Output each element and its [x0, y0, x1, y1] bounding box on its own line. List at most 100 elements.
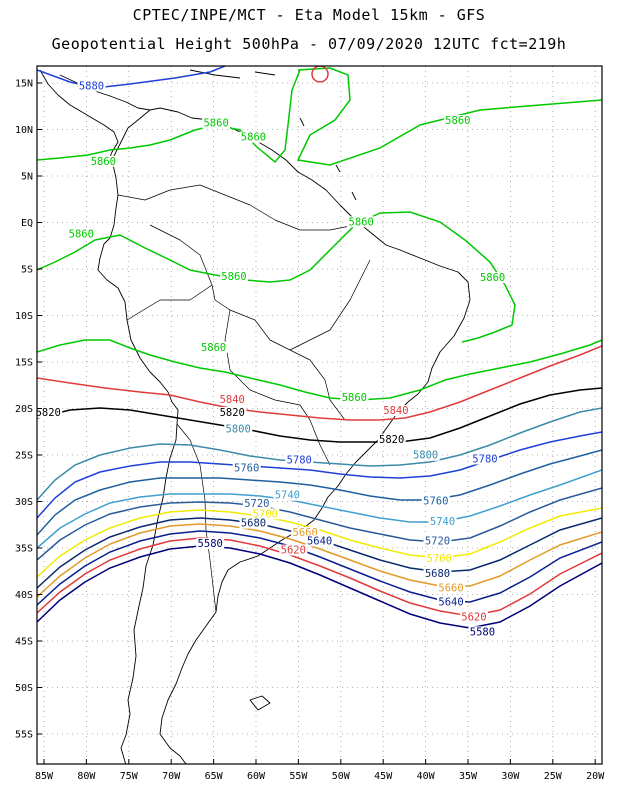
lat-label: 10S: [15, 311, 33, 322]
lat-label: 55S: [15, 730, 33, 741]
contour-label-bg: [67, 228, 96, 240]
lat-label: 45S: [15, 637, 33, 648]
contour-label: 5680: [241, 518, 266, 530]
contour-label: 5700: [253, 508, 278, 520]
contour-label: 5740: [275, 490, 300, 502]
contour-label-bg: [199, 341, 228, 353]
contour-5620: [37, 537, 602, 617]
lon-label: 30W: [501, 771, 520, 782]
lat-label: EQ: [21, 218, 33, 229]
contour-label-bg: [411, 449, 440, 461]
contour-label-bg: [219, 271, 248, 283]
contour-label-bg: [459, 611, 488, 623]
contour-label: 5860: [349, 216, 374, 228]
contour-label: 5860: [201, 342, 226, 354]
axis-ticks: 15N 10N 5N EQ 5S 10S 15S 20S 25S 30S 35S 40S 45S 50S 5…: [15, 79, 605, 783]
contour-5700: [37, 507, 602, 578]
lon-label: 20W: [586, 771, 605, 782]
lon-label: 45W: [374, 771, 393, 782]
contour-label: 5820: [36, 407, 61, 419]
contour-label: 5740: [430, 516, 455, 528]
lon-label: 50W: [332, 771, 351, 782]
contour-label-bg: [381, 405, 410, 417]
lon-label: 80W: [77, 771, 96, 782]
contour-5860-south: [37, 339, 602, 401]
contour-5720: [37, 487, 602, 561]
contour-label-bg: [232, 462, 261, 474]
lat-label: 25S: [15, 451, 33, 462]
lon-label: 70W: [162, 771, 181, 782]
lat-label: 50S: [15, 683, 33, 694]
contour-label: 5620: [281, 545, 306, 557]
contour-label: 5860: [91, 156, 116, 168]
lon-label: 35W: [459, 771, 478, 782]
contour-label: 5780: [287, 454, 312, 466]
central-america-coastline: [39, 69, 119, 163]
falkland-islands: [249, 695, 271, 711]
lon-label: 25W: [544, 771, 563, 782]
contour-label: 5680: [425, 568, 450, 580]
contour-5840: [37, 345, 602, 421]
lon-label: 85W: [35, 771, 54, 782]
contour-label: 5860: [480, 272, 505, 284]
lon-label: 75W: [120, 771, 139, 782]
contour-label-bg: [242, 498, 271, 510]
lat-label: 5S: [21, 265, 33, 276]
contour-label-bg: [347, 216, 376, 228]
contour-label: 5640: [438, 597, 463, 609]
contour-label-bg: [34, 406, 63, 418]
contour-label: 5800: [413, 450, 438, 462]
contour-5740: [37, 469, 602, 549]
contour-label: 5580: [198, 538, 223, 550]
contour-5820: [37, 387, 602, 443]
lat-label: 35S: [15, 544, 33, 555]
lat-lon-grid: [37, 66, 602, 764]
contour-5680: [37, 517, 602, 589]
contour-label: 5860: [241, 132, 266, 144]
contour-5860-equatorial: [37, 211, 516, 343]
lon-label: 60W: [247, 771, 266, 782]
contour-label: 5760: [234, 463, 259, 475]
caribbean-islands: [189, 69, 357, 201]
contour-label-bg: [224, 423, 253, 435]
contour-label-bg: [478, 272, 507, 284]
contour-label-bg: [89, 155, 118, 167]
lat-label: 30S: [15, 497, 33, 508]
contour-label-bg: [428, 515, 457, 527]
contour-label-bg: [202, 117, 231, 129]
lat-label: 15N: [15, 79, 33, 90]
contour-label-bg: [425, 552, 454, 564]
contour-label-bg: [77, 80, 106, 92]
contour-labels: 5880 5860 5860 5860 5860 5860 5860 5860 5860 5860…: [34, 80, 507, 638]
contour-label: 5800: [226, 424, 251, 436]
chart-title-line2: Geopotential Height 500hPa - 07/09/2020 …: [51, 35, 567, 53]
contour-label-bg: [273, 489, 302, 501]
contour-label-bg: [423, 567, 452, 579]
lat-label: 15S: [15, 358, 33, 369]
contour-label: 5760: [423, 495, 448, 507]
contour-label: 5580: [470, 626, 495, 638]
contour-label-bg: [421, 495, 450, 507]
contour-label-bg: [291, 526, 320, 538]
contour-label-bg: [239, 131, 268, 143]
contour-label-bg: [305, 535, 334, 547]
contour-label: 5840: [383, 405, 408, 417]
contour-label: 5660: [438, 583, 463, 595]
contour-label-bg: [423, 535, 452, 547]
contour-label: 5620: [461, 612, 486, 624]
contour-label: 5640: [307, 535, 332, 547]
contour-label: 5860: [203, 118, 228, 130]
contour-5880: [37, 66, 226, 89]
contour-label-bg: [437, 582, 466, 594]
map-frame: [36, 65, 603, 765]
contour-5760: [37, 449, 602, 536]
contour-label: 5820: [379, 434, 404, 446]
lat-label: 10N: [15, 125, 33, 136]
contour-label: 5860: [69, 228, 94, 240]
contour-5580: [37, 545, 602, 629]
contour-label-bg: [443, 114, 472, 126]
contour-label: 5780: [472, 453, 497, 465]
contour-label: 5860: [445, 115, 470, 127]
south-america-coastline: [97, 107, 471, 764]
